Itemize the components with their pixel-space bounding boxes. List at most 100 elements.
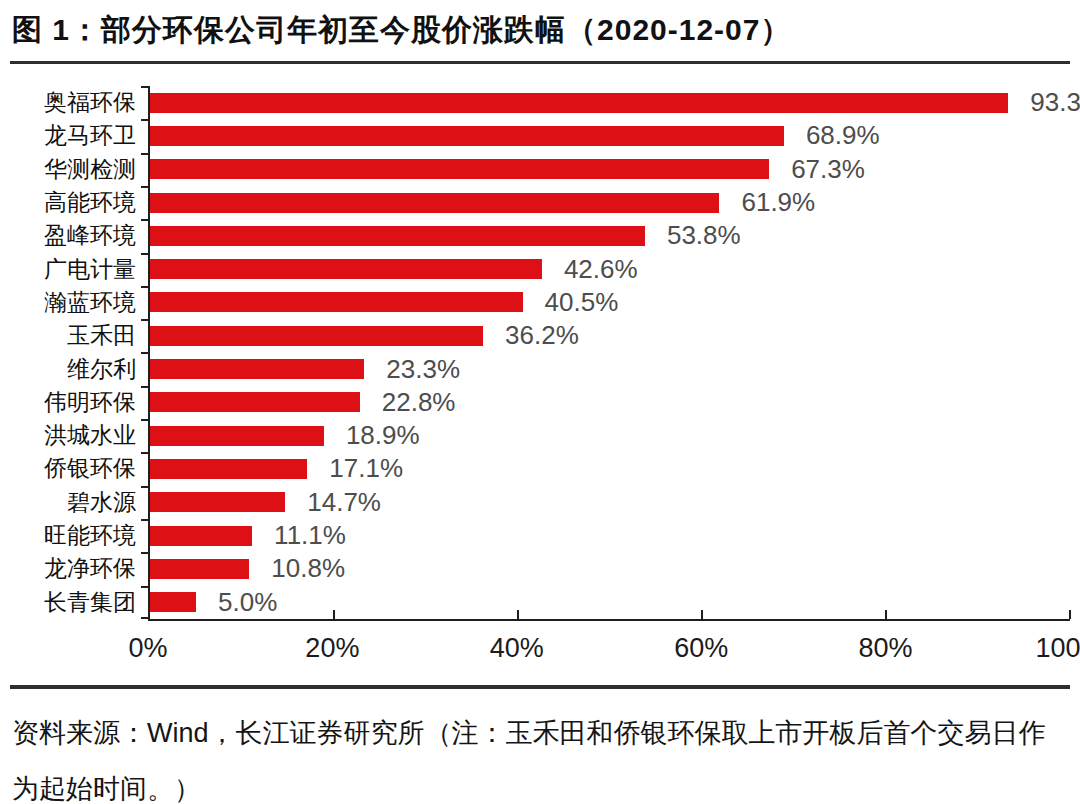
x-axis-label: 60%: [674, 633, 728, 664]
bar-row: 40.5%: [150, 286, 1070, 319]
y-axis-tick: [141, 186, 149, 188]
x-axis-label: 80%: [859, 633, 913, 664]
y-axis-tick: [141, 219, 149, 221]
x-axis: 0%20%40%60%80%100%: [148, 621, 1070, 671]
y-axis-tick: [141, 586, 149, 588]
bar: [150, 193, 719, 213]
value-label: 17.1%: [329, 453, 403, 484]
category-label: 维尔利: [10, 352, 148, 385]
bar: [150, 459, 307, 479]
bar-row: 53.8%: [150, 219, 1070, 252]
y-axis-tick: [141, 286, 149, 288]
category-label: 龙马环卫: [10, 119, 148, 152]
x-axis-tick: [517, 610, 519, 619]
category-label: 碧水源: [10, 486, 148, 519]
category-label: 旺能环境: [10, 519, 148, 552]
category-label: 洪城水业: [10, 419, 148, 452]
value-label: 68.9%: [806, 120, 880, 151]
value-label: 14.7%: [307, 487, 381, 518]
category-label: 高能环境: [10, 186, 148, 219]
y-axis-tick: [141, 386, 149, 388]
category-label: 龙净环保: [10, 552, 148, 585]
bar: [150, 592, 196, 612]
x-axis-label: 100%: [1035, 633, 1080, 664]
bar-row: 14.7%: [150, 486, 1070, 519]
value-label: 10.8%: [271, 553, 345, 584]
bar: [150, 359, 364, 379]
y-axis-tick: [141, 452, 149, 454]
category-label: 广电计量: [10, 252, 148, 285]
value-label: 53.8%: [667, 220, 741, 251]
category-label: 侨银环保: [10, 452, 148, 485]
plot-area: 93.3%68.9%67.3%61.9%53.8% 42.6%40.5%36.2%…: [148, 86, 1070, 621]
bar-row: 18.9%: [150, 419, 1070, 452]
bar-row: 42.6%: [150, 252, 1070, 285]
bar: [150, 159, 769, 179]
category-label: 瀚蓝环境: [10, 286, 148, 319]
y-axis-tick: [141, 119, 149, 121]
bar: [150, 559, 249, 579]
bar: [150, 126, 784, 146]
category-label: 玉禾田: [10, 319, 148, 352]
y-axis-tick: [141, 319, 149, 321]
x-axis-label: 20%: [305, 633, 359, 664]
bar-row: 11.1%: [150, 519, 1070, 552]
bar-row: 22.8%: [150, 386, 1070, 419]
value-label: 23.3%: [386, 354, 460, 385]
value-label: 18.9%: [346, 420, 420, 451]
bar-row: 93.3%: [150, 86, 1070, 119]
category-label: 长青集团: [10, 585, 148, 618]
bar: [150, 426, 324, 446]
bar-row: 61.9%: [150, 186, 1070, 219]
bar-row: 23.3%: [150, 352, 1070, 385]
bar: [150, 226, 645, 246]
y-axis-tick: [141, 617, 149, 619]
figure-title: 图 1：部分环保公司年初至今股价涨跌幅（2020-12-07）: [10, 8, 1070, 61]
bar: [150, 259, 542, 279]
bar: [150, 292, 523, 312]
y-axis-tick: [141, 352, 149, 354]
value-label: 67.3%: [791, 154, 865, 185]
x-axis-label: 40%: [490, 633, 544, 664]
category-label: 伟明环保: [10, 386, 148, 419]
x-axis-tick: [701, 610, 703, 619]
y-axis-tick: [141, 486, 149, 488]
category-label: 奥福环保: [10, 86, 148, 119]
value-label: 36.2%: [505, 320, 579, 351]
value-label: 61.9%: [741, 187, 815, 218]
bar-chart: 奥福环保龙马环卫华测检测高能环境盈峰环境广电计量瀚蓝环境玉禾田维尔利伟明环保洪城…: [10, 86, 1070, 671]
title-separator: [10, 61, 1070, 64]
bar-row: 36.2%: [150, 319, 1070, 352]
bar: [150, 326, 483, 346]
value-label: 42.6%: [564, 254, 638, 285]
y-axis-tick: [141, 419, 149, 421]
bar-row: 5.0%: [150, 585, 1070, 618]
category-axis: 奥福环保龙马环卫华测检测高能环境盈峰环境广电计量瀚蓝环境玉禾田维尔利伟明环保洪城…: [10, 86, 148, 621]
bar: [150, 526, 252, 546]
bar: [150, 93, 1008, 113]
bar: [150, 492, 285, 512]
bar-row: 68.9%: [150, 119, 1070, 152]
value-label: 93.3%: [1030, 87, 1080, 118]
x-axis-tick: [885, 610, 887, 619]
y-axis-tick: [141, 552, 149, 554]
source-note: 资料来源：Wind，长江证券研究所（注：玉禾田和侨银环保取上市开板后首个交易日作…: [10, 705, 1062, 804]
category-label: 盈峰环境: [10, 219, 148, 252]
y-axis-tick: [141, 519, 149, 521]
y-axis-tick: [141, 153, 149, 155]
bar-row: 67.3%: [150, 153, 1070, 186]
x-axis-label: 0%: [128, 633, 167, 664]
value-label: 40.5%: [545, 287, 619, 318]
x-axis-tick: [1069, 610, 1071, 619]
bar: [150, 392, 360, 412]
value-label: 5.0%: [218, 587, 277, 618]
y-axis-tick: [141, 253, 149, 255]
x-axis-tick: [333, 610, 335, 619]
bar-row: 17.1%: [150, 452, 1070, 485]
chart-body: 奥福环保龙马环卫华测检测高能环境盈峰环境广电计量瀚蓝环境玉禾田维尔利伟明环保洪城…: [10, 86, 1070, 621]
bar-row: 10.8%: [150, 552, 1070, 585]
value-label: 11.1%: [274, 520, 346, 551]
value-label: 22.8%: [382, 387, 456, 418]
category-label: 华测检测: [10, 153, 148, 186]
footer-separator: [10, 685, 1070, 689]
